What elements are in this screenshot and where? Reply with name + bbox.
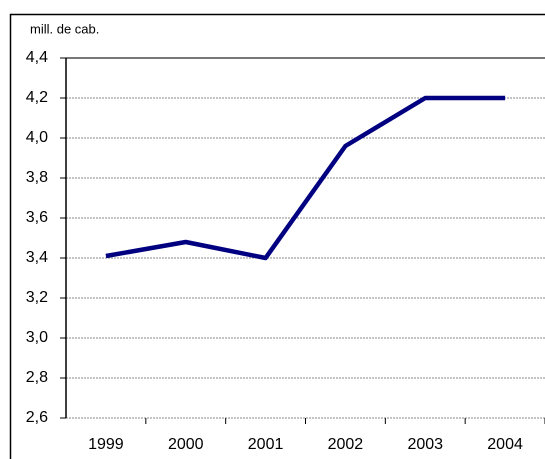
y-tick-label: 4,2 bbox=[26, 89, 48, 106]
x-tick-label: 1999 bbox=[88, 436, 124, 453]
y-tick-label: 3,6 bbox=[26, 209, 48, 226]
y-tick-label: 4,0 bbox=[26, 129, 48, 146]
y-tick-label: 3,4 bbox=[26, 249, 48, 266]
y-tick-label: 2,6 bbox=[26, 409, 48, 426]
y-tick-label: 3,2 bbox=[26, 289, 48, 306]
y-tick-label: 2,8 bbox=[26, 369, 48, 386]
x-tick-label: 2001 bbox=[248, 436, 284, 453]
x-tick-label: 2000 bbox=[168, 436, 204, 453]
x-tick-label: 2004 bbox=[487, 436, 523, 453]
chart-frame bbox=[9, 13, 545, 459]
data-line bbox=[105, 95, 506, 261]
x-tick-label: 2002 bbox=[328, 436, 364, 453]
y-tick-label: 4,4 bbox=[26, 49, 48, 66]
y-axis-label: mill. de cab. bbox=[30, 21, 99, 36]
y-tick-label: 3,0 bbox=[26, 329, 48, 346]
y-tick-label: 3,8 bbox=[26, 169, 48, 186]
x-tick-label: 2003 bbox=[407, 436, 443, 453]
